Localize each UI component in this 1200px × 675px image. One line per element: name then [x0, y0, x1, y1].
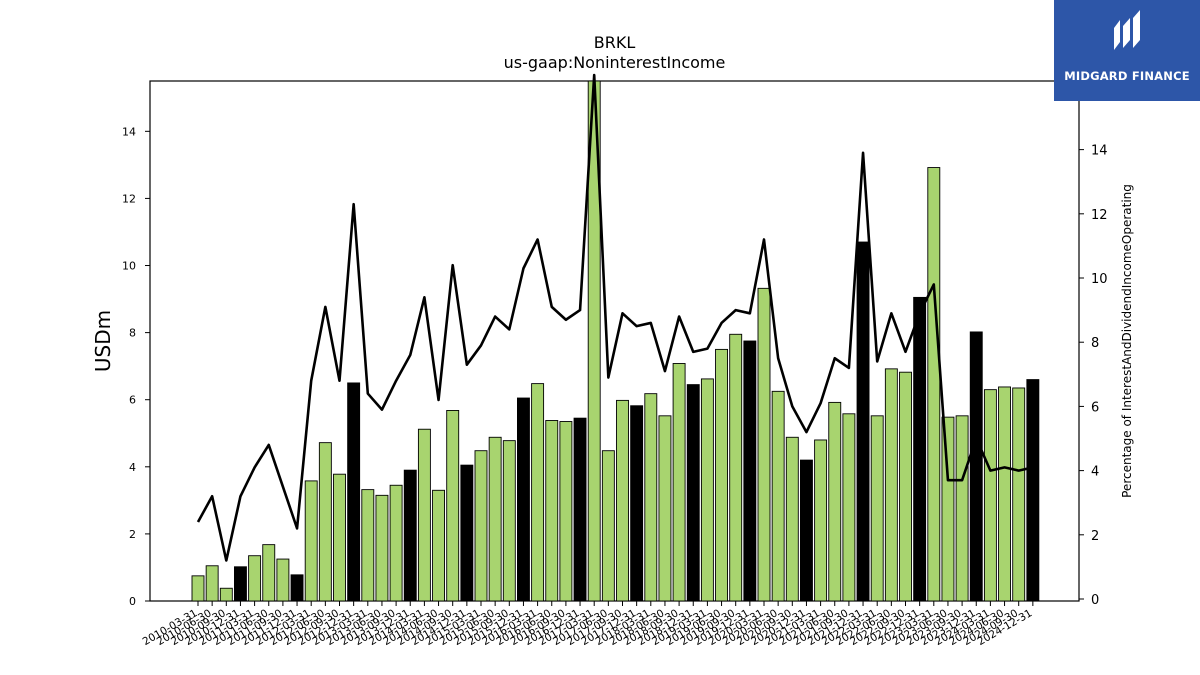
bar-quarter	[559, 421, 573, 602]
bar-quarter	[474, 450, 488, 602]
y2-tick-label: 14	[1091, 144, 1108, 159]
y-tick-label: 0	[129, 595, 136, 608]
y2-tick-label: 12	[1091, 208, 1108, 223]
bar-quarter	[248, 555, 262, 602]
bar-quarter	[601, 450, 615, 602]
bar-quarter	[927, 167, 941, 602]
bar-quarter	[432, 489, 445, 602]
bar-quarter	[842, 413, 856, 602]
bar-quarter	[205, 565, 219, 602]
y-tick-label: 2	[129, 528, 136, 541]
bar-quarter	[304, 480, 318, 602]
bar-quarter	[672, 363, 686, 602]
bar-quarter	[998, 386, 1011, 602]
bar-quarter	[870, 415, 884, 602]
bar-annual	[347, 382, 361, 602]
bar-quarter	[616, 399, 629, 602]
bar-annual	[630, 405, 644, 602]
bar-annual	[403, 469, 417, 602]
bar-quarter	[1012, 387, 1026, 602]
y-tick-label: 6	[129, 394, 136, 407]
bar-quarter	[828, 401, 842, 602]
bar-annual	[743, 340, 757, 602]
y-tick-label: 10	[122, 260, 136, 273]
bar-quarter	[729, 333, 743, 602]
bar-annual	[913, 296, 927, 602]
chart-subtitle: us-gaap:NoninterestIncome	[504, 53, 726, 72]
chart-title: BRKL	[594, 33, 636, 52]
bar-quarter	[884, 368, 898, 602]
bar-annual	[686, 384, 700, 602]
bar-quarter	[700, 378, 714, 602]
bar-quarter	[191, 575, 205, 602]
y2-tick-label: 2	[1091, 529, 1099, 544]
bar-annual	[233, 566, 247, 602]
bar-quarter	[375, 494, 389, 602]
bar-quarter	[446, 410, 460, 602]
bar-quarter	[785, 436, 799, 602]
bar-annual	[1026, 379, 1040, 602]
bar-quarter	[983, 389, 997, 602]
bar-quarter	[771, 390, 785, 602]
bar-annual	[800, 459, 813, 602]
bar-quarter	[715, 348, 728, 602]
bar-annual	[517, 397, 530, 602]
bar-quarter	[389, 484, 403, 602]
bar-quarter	[361, 489, 375, 602]
bar-quarter	[276, 558, 290, 602]
bar-quarter	[531, 383, 545, 602]
bar-quarter	[417, 428, 431, 602]
bar-annual	[573, 417, 587, 602]
bar-annual	[856, 241, 870, 602]
y2-tick-label: 10	[1091, 272, 1108, 287]
bar-annual	[290, 574, 304, 602]
bars	[191, 80, 1040, 602]
bar-annual	[460, 464, 474, 602]
y2-tick-label: 4	[1091, 465, 1099, 480]
y2-axis-ticks: 0 2 4 6 8 10 12 14	[1079, 144, 1108, 608]
bar-quarter	[658, 415, 672, 602]
y2-axis-label: Percentage of InterestAndDividendIncomeO…	[1120, 184, 1134, 498]
x-axis-ticks: 2010-03-312010-06-302010-09-302010-12-31…	[141, 601, 1034, 648]
bar-quarter	[488, 436, 502, 602]
bar-quarter	[814, 439, 828, 602]
bar-quarter	[941, 416, 955, 602]
y2-tick-label: 8	[1091, 336, 1099, 351]
bar-annual	[969, 331, 983, 602]
y-axis-label: USDm	[91, 310, 115, 372]
bar-quarter	[757, 287, 771, 602]
y-tick-label: 4	[129, 461, 136, 474]
bar-quarter	[333, 473, 346, 602]
bar-quarter	[502, 440, 516, 602]
y-tick-label: 14	[122, 125, 136, 138]
bar-quarter	[955, 415, 969, 602]
bar-quarter	[219, 587, 233, 602]
ratio-line	[196, 73, 1034, 562]
bar-quarter	[545, 420, 559, 602]
y-axis-ticks: 0 2 4 6 8 10 12 14	[122, 125, 150, 608]
brand-logo: MIDGARD FINANCE	[1054, 0, 1200, 101]
brand-name: MIDGARD FINANCE	[1064, 69, 1190, 83]
bar-quarter	[318, 442, 332, 602]
bar-quarter	[644, 393, 658, 602]
y2-tick-label: 6	[1091, 400, 1099, 415]
y-tick-label: 8	[129, 327, 136, 340]
bar-quarter	[262, 544, 276, 602]
y2-tick-label: 0	[1091, 593, 1099, 608]
y-tick-label: 12	[122, 192, 136, 205]
brand-mark-icon	[1114, 10, 1140, 50]
bar-quarter	[899, 371, 912, 602]
